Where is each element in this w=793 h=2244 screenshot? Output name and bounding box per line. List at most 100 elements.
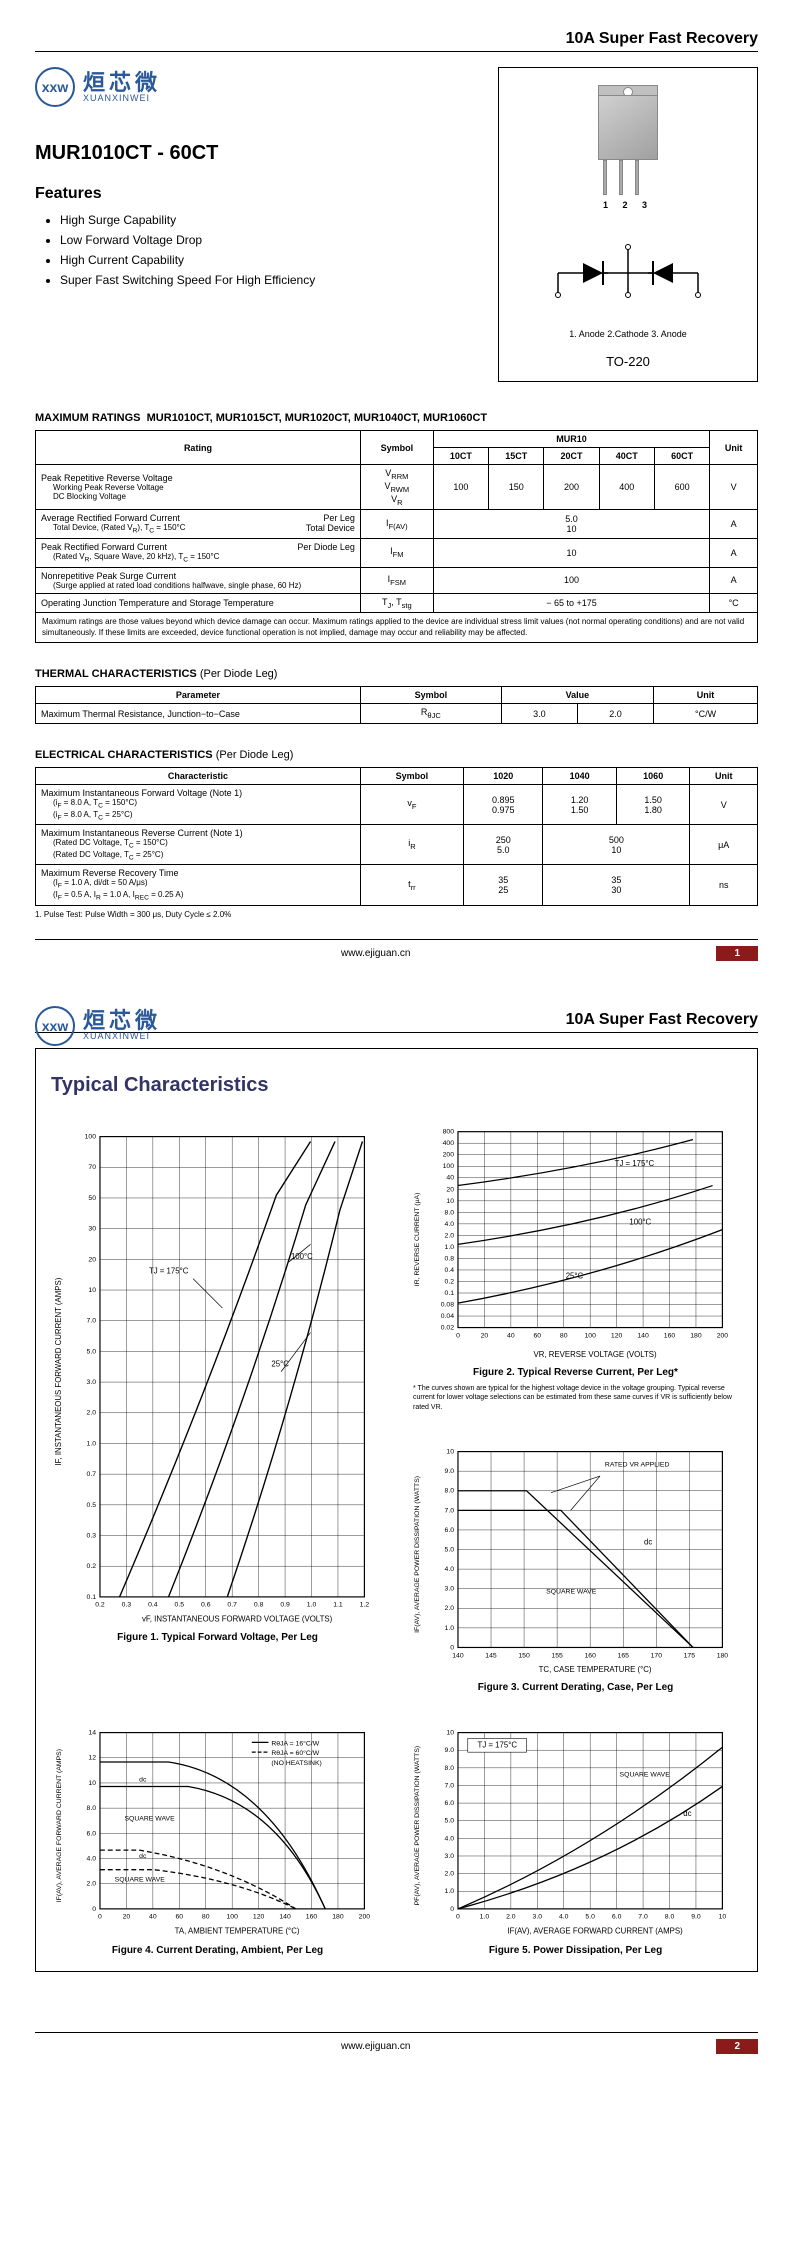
- svg-text:4.0: 4.0: [87, 1856, 97, 1863]
- table-row: Operating Junction Temperature and Stora…: [36, 593, 758, 613]
- svg-text:2.0: 2.0: [445, 1871, 455, 1878]
- footer-url: www.ejiguan.cn: [35, 948, 716, 959]
- pin-numbers: 1 2 3: [511, 200, 745, 210]
- svg-text:8.0: 8.0: [87, 1806, 97, 1813]
- svg-text:7.0: 7.0: [445, 1507, 455, 1514]
- svg-text:dc: dc: [644, 1537, 652, 1546]
- svg-text:7.0: 7.0: [87, 1317, 97, 1324]
- svg-text:6.0: 6.0: [87, 1831, 97, 1838]
- svg-text:1.0: 1.0: [480, 1914, 490, 1921]
- svg-text:0.3: 0.3: [87, 1532, 97, 1539]
- svg-text:10: 10: [88, 1286, 96, 1293]
- part-number: MUR1010CT - 60CT: [35, 142, 468, 165]
- svg-text:0: 0: [92, 1906, 96, 1913]
- svg-text:60: 60: [175, 1914, 183, 1921]
- features-list: High Surge Capability Low Forward Voltag…: [35, 213, 468, 287]
- table-row: Maximum Instantaneous Forward Voltage (N…: [36, 784, 758, 824]
- feature-item: High Current Capability: [60, 253, 468, 267]
- pin-labels: 1. Anode 2.Cathode 3. Anode: [511, 329, 745, 339]
- svg-text:vF, INSTANTANEOUS FORWARD VOLT: vF, INSTANTANEOUS FORWARD VOLTAGE (VOLTS…: [142, 1614, 333, 1623]
- svg-text:RθJA = 60°C/W: RθJA = 60°C/W: [271, 1750, 319, 1758]
- svg-text:100°C: 100°C: [291, 1252, 313, 1261]
- svg-text:3.0: 3.0: [87, 1379, 97, 1386]
- svg-text:4.0: 4.0: [445, 1836, 455, 1843]
- svg-text:2.0: 2.0: [506, 1914, 516, 1921]
- svg-text:0.3: 0.3: [122, 1601, 132, 1608]
- svg-text:12: 12: [88, 1755, 96, 1762]
- svg-text:1.2: 1.2: [360, 1601, 370, 1608]
- svg-text:2.0: 2.0: [445, 1232, 455, 1239]
- svg-text:0.2: 0.2: [445, 1278, 455, 1285]
- figure-3-title: Figure 3. Current Derating, Case, Per Le…: [409, 1682, 742, 1693]
- svg-text:6.0: 6.0: [612, 1914, 622, 1921]
- electrical-note: 1. Pulse Test: Pulse Width = 300 μs, Dut…: [35, 910, 758, 919]
- svg-text:120: 120: [253, 1914, 265, 1921]
- electrical-heading: ELECTRICAL CHARACTERISTICS (Per Diode Le…: [35, 749, 758, 761]
- svg-text:0: 0: [98, 1914, 102, 1921]
- svg-text:1.1: 1.1: [333, 1601, 343, 1608]
- figure-1: 0.20.30.40.50.60.70.80.91.01.11.20.10.20…: [51, 1117, 384, 1694]
- svg-text:4.0: 4.0: [445, 1566, 455, 1573]
- svg-text:70: 70: [88, 1164, 96, 1171]
- package-name: TO-220: [511, 354, 745, 369]
- svg-text:5.0: 5.0: [445, 1818, 455, 1825]
- feature-item: Super Fast Switching Speed For High Effi…: [60, 273, 468, 287]
- svg-text:2.0: 2.0: [87, 1409, 97, 1416]
- logo: xxw 烜芯微 XUANXINWEI: [35, 67, 161, 107]
- figure-2-note: * The curves shown are typical for the h…: [413, 1384, 738, 1411]
- svg-text:4.0: 4.0: [559, 1914, 569, 1921]
- table-row: Average Rectified Forward CurrentPer Leg…: [36, 510, 758, 539]
- svg-text:SQUARE WAVE: SQUARE WAVE: [124, 1816, 175, 1823]
- svg-text:100: 100: [226, 1914, 238, 1921]
- svg-text:145: 145: [485, 1652, 497, 1659]
- svg-text:1.0: 1.0: [445, 1243, 455, 1250]
- page-footer: www.ejiguan.cn 2: [35, 2032, 758, 2054]
- svg-text:dc: dc: [139, 1777, 147, 1784]
- feature-item: High Surge Capability: [60, 213, 468, 227]
- package-panel: 1 2 3 1. Anode 2.Cathode 3. Anode TO-220: [498, 67, 758, 382]
- svg-text:50: 50: [88, 1194, 96, 1201]
- svg-text:VR, REVERSE VOLTAGE (VOLTS): VR, REVERSE VOLTAGE (VOLTS): [534, 1349, 657, 1358]
- svg-text:8.0: 8.0: [445, 1487, 455, 1494]
- figure-5: 01.02.03.04.05.06.07.08.09.01001.02.03.0…: [409, 1713, 742, 1955]
- svg-text:20: 20: [481, 1332, 489, 1339]
- svg-text:PF(AV), AVERAGE POWER DISSIPAT: PF(AV), AVERAGE POWER DISSIPATION (WATTS…: [414, 1746, 421, 1906]
- svg-text:9.0: 9.0: [445, 1468, 455, 1475]
- table-row: Maximum Instantaneous Reverse Current (N…: [36, 825, 758, 865]
- svg-text:0.7: 0.7: [87, 1471, 97, 1478]
- svg-text:155: 155: [551, 1652, 563, 1659]
- page-number: 2: [716, 2039, 758, 2054]
- svg-text:30: 30: [88, 1225, 96, 1232]
- max-ratings-note: Maximum ratings are those values beyond …: [35, 613, 758, 643]
- svg-text:0.4: 0.4: [445, 1266, 455, 1273]
- svg-text:RATED VR APPLIED: RATED VR APPLIED: [605, 1461, 670, 1468]
- svg-text:SQUARE WAVE: SQUARE WAVE: [620, 1772, 671, 1779]
- svg-text:TC, CASE TEMPERATURE (°C): TC, CASE TEMPERATURE (°C): [539, 1665, 652, 1674]
- svg-text:100: 100: [85, 1133, 97, 1140]
- svg-text:200: 200: [359, 1914, 371, 1921]
- max-ratings-table: Rating Symbol MUR10 Unit 10CT15CT 20CT40…: [35, 430, 758, 613]
- svg-text:0.8: 0.8: [254, 1601, 264, 1608]
- svg-text:60: 60: [533, 1332, 541, 1339]
- svg-text:2.0: 2.0: [445, 1605, 455, 1612]
- svg-text:0.1: 0.1: [87, 1593, 97, 1600]
- svg-text:3.0: 3.0: [445, 1853, 455, 1860]
- svg-text:3.0: 3.0: [533, 1914, 543, 1921]
- svg-text:dc: dc: [683, 1809, 691, 1818]
- header-title: 10A Super Fast Recovery: [35, 30, 758, 52]
- svg-text:IF(AV), AVERAGE FORWARD CURREN: IF(AV), AVERAGE FORWARD CURRENT (AMPS): [56, 1749, 63, 1902]
- svg-text:0: 0: [450, 1906, 454, 1913]
- svg-text:5.0: 5.0: [585, 1914, 595, 1921]
- svg-text:5.0: 5.0: [87, 1348, 97, 1355]
- svg-text:14: 14: [88, 1730, 96, 1737]
- svg-text:180: 180: [690, 1332, 702, 1339]
- logo-icon: xxw: [35, 1006, 75, 1046]
- svg-text:7.0: 7.0: [638, 1914, 648, 1921]
- svg-text:IF, INSTANTANEOUS FORWARD CURR: IF, INSTANTANEOUS FORWARD CURRENT (AMPS): [54, 1277, 63, 1465]
- feature-item: Low Forward Voltage Drop: [60, 233, 468, 247]
- svg-text:20: 20: [446, 1186, 454, 1193]
- svg-text:IF(AV), AVERAGE POWER DISSIPAT: IF(AV), AVERAGE POWER DISSIPATION (WATTS…: [414, 1476, 421, 1633]
- svg-text:140: 140: [637, 1332, 649, 1339]
- svg-text:140: 140: [452, 1652, 464, 1659]
- svg-text:0.8: 0.8: [445, 1255, 455, 1262]
